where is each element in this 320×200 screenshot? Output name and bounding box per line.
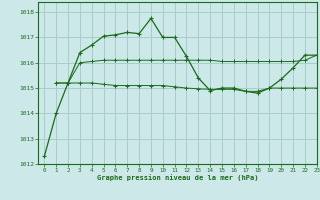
X-axis label: Graphe pression niveau de la mer (hPa): Graphe pression niveau de la mer (hPa) [97,175,258,181]
